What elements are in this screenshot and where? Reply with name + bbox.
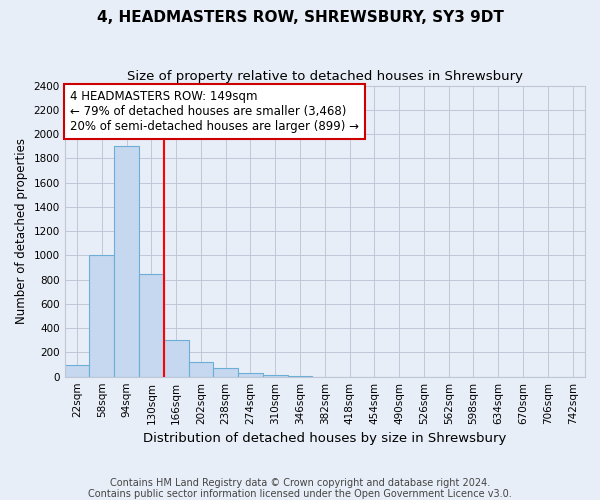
Text: Contains HM Land Registry data © Crown copyright and database right 2024.: Contains HM Land Registry data © Crown c… xyxy=(110,478,490,488)
Bar xyxy=(139,274,164,376)
Bar xyxy=(188,362,214,376)
Text: 4 HEADMASTERS ROW: 149sqm
← 79% of detached houses are smaller (3,468)
20% of se: 4 HEADMASTERS ROW: 149sqm ← 79% of detac… xyxy=(70,90,359,133)
Text: Contains public sector information licensed under the Open Government Licence v3: Contains public sector information licen… xyxy=(88,489,512,499)
Bar xyxy=(114,146,139,376)
Text: 4, HEADMASTERS ROW, SHREWSBURY, SY3 9DT: 4, HEADMASTERS ROW, SHREWSBURY, SY3 9DT xyxy=(97,10,503,25)
X-axis label: Distribution of detached houses by size in Shrewsbury: Distribution of detached houses by size … xyxy=(143,432,506,445)
Title: Size of property relative to detached houses in Shrewsbury: Size of property relative to detached ho… xyxy=(127,70,523,83)
Bar xyxy=(214,368,238,376)
Bar xyxy=(89,256,114,376)
Y-axis label: Number of detached properties: Number of detached properties xyxy=(15,138,28,324)
Bar xyxy=(164,340,188,376)
Bar xyxy=(238,373,263,376)
Bar xyxy=(65,364,89,376)
